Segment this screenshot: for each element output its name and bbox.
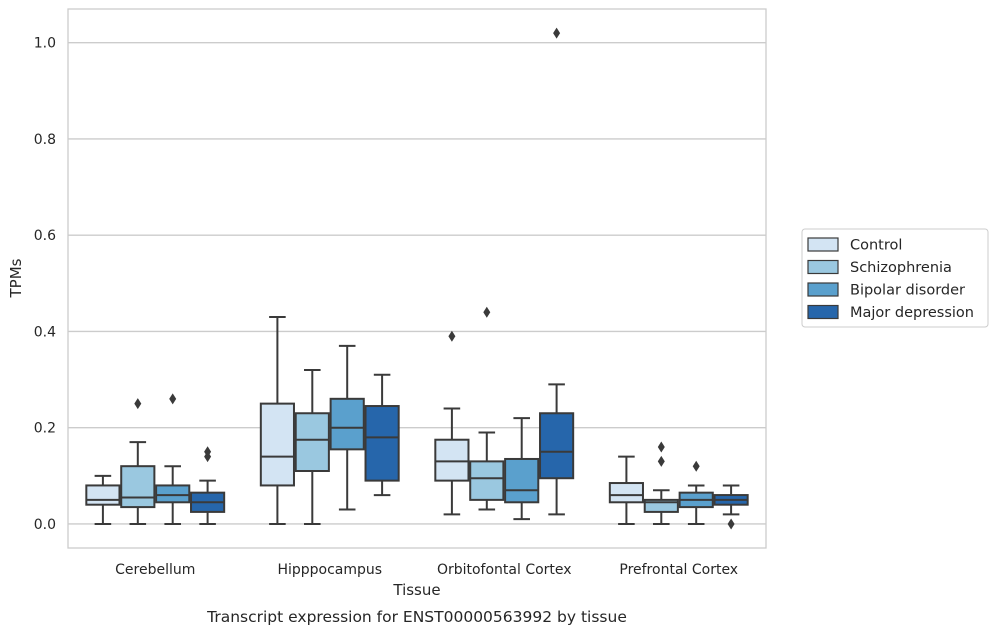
y-tick-label: 0.2 bbox=[34, 421, 56, 437]
box-bipolar-disorder bbox=[155, 393, 191, 525]
box-major-depression bbox=[539, 27, 575, 516]
box-body bbox=[155, 484, 191, 504]
x-tick-label: Cerebellum bbox=[115, 562, 195, 578]
legend-swatch bbox=[807, 282, 839, 297]
legend-entry-label: Major depression bbox=[850, 305, 974, 321]
box-body bbox=[504, 457, 540, 504]
box-body bbox=[364, 405, 400, 482]
x-axis-ticks: Cerebellum Hipppocampus Orbitofontal Corte… bbox=[115, 562, 738, 578]
figure-caption: Transcript expression for ENST0000056399… bbox=[206, 608, 627, 626]
y-tick-label: 1.0 bbox=[34, 36, 56, 52]
outlier-point bbox=[169, 393, 177, 405]
legend: Control Schizophrenia Bipolar disorder Majo… bbox=[801, 228, 989, 328]
box-body bbox=[120, 465, 156, 509]
box-body bbox=[259, 402, 295, 487]
y-axis-ticks: 0.0 0.2 0.4 0.6 0.8 1.0 bbox=[34, 36, 56, 533]
box-schizophrenia bbox=[469, 306, 505, 511]
outlier-point bbox=[204, 451, 212, 463]
box-bipolar-disorder bbox=[678, 460, 714, 525]
outlier-point bbox=[657, 441, 665, 453]
legend-entry-label: Schizophrenia bbox=[850, 260, 952, 276]
box-body bbox=[434, 438, 470, 482]
y-tick-label: 0.4 bbox=[34, 324, 56, 340]
box-body bbox=[608, 482, 644, 504]
legend-frame bbox=[801, 228, 989, 328]
box-control bbox=[434, 330, 470, 516]
outlier-point bbox=[134, 398, 142, 410]
x-tick-label: Prefrontal Cortex bbox=[619, 562, 738, 578]
legend-swatch bbox=[807, 259, 839, 275]
box-schizophrenia bbox=[294, 368, 330, 525]
outlier-point bbox=[692, 460, 700, 472]
box-body bbox=[539, 412, 575, 480]
box-control bbox=[85, 474, 121, 525]
grid-lines bbox=[68, 42, 766, 525]
x-tick-label: Orbitofontal Cortex bbox=[437, 562, 572, 578]
boxes bbox=[85, 27, 749, 530]
box-bipolar-disorder bbox=[504, 417, 540, 521]
legend-entry-label: Control bbox=[850, 238, 902, 254]
box-body bbox=[329, 397, 365, 451]
outlier-point bbox=[553, 27, 561, 39]
box-control bbox=[608, 455, 644, 525]
outlier-point bbox=[448, 330, 456, 342]
box-body bbox=[294, 412, 330, 472]
y-tick-label: 0.0 bbox=[34, 517, 56, 533]
plot-frame bbox=[67, 8, 767, 549]
outlier-point bbox=[483, 306, 491, 318]
box-schizophrenia bbox=[643, 441, 679, 525]
legend-entry-label: Bipolar disorder bbox=[850, 283, 965, 299]
y-tick-label: 0.6 bbox=[34, 228, 56, 244]
legend-swatch bbox=[807, 237, 839, 252]
box-body bbox=[85, 484, 121, 506]
box-major-depression bbox=[190, 446, 226, 525]
box-schizophrenia bbox=[120, 398, 156, 525]
outlier-point bbox=[657, 455, 665, 467]
legend-swatch bbox=[807, 304, 839, 320]
x-axis-label: Tissue bbox=[392, 581, 440, 599]
box-body bbox=[469, 460, 505, 501]
x-tick-label: Hipppocampus bbox=[277, 562, 382, 578]
box-bipolar-disorder bbox=[329, 344, 365, 511]
box-major-depression bbox=[364, 373, 400, 497]
y-axis-label: TPMs bbox=[7, 258, 25, 298]
box-control bbox=[259, 316, 295, 525]
outlier-point bbox=[727, 518, 735, 530]
y-tick-label: 0.8 bbox=[34, 132, 56, 148]
box-major-depression bbox=[713, 484, 749, 530]
